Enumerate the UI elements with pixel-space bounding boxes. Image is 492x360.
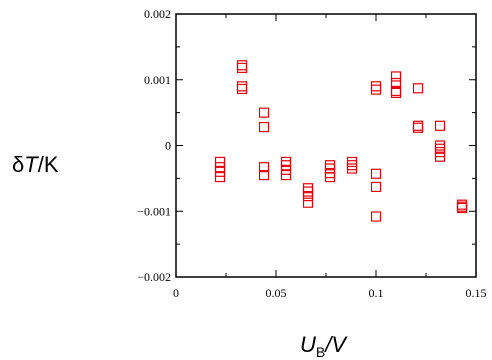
data-point (324, 171, 336, 183)
data-point (370, 211, 382, 222)
x-axis-label: UB/V (300, 332, 348, 360)
tick-labels: 0 0.05 0.1 0.15 0.002 0.001 0 −0.001 −0.002 (137, 7, 486, 300)
data-point (258, 121, 270, 133)
data-point (346, 163, 358, 174)
y-axis-label: δT/K (12, 152, 59, 177)
data-point (280, 169, 292, 181)
y-axis-label-unit: /K (38, 152, 59, 177)
x-tick-label: 0 (173, 286, 179, 300)
data-point (346, 156, 358, 168)
y-axis-label-prefix: δ (12, 152, 24, 177)
y-tick-label: −0.001 (137, 204, 171, 218)
x-tick-label: 0.05 (266, 286, 287, 300)
data-point (236, 60, 248, 71)
y-tick-label: 0 (165, 139, 171, 153)
data-point (214, 166, 226, 177)
data-point (370, 84, 382, 95)
data-point (236, 83, 248, 95)
data-point (456, 199, 468, 210)
data-point (258, 162, 270, 173)
data-point (258, 169, 270, 181)
data-point (412, 83, 424, 94)
data-point (214, 171, 226, 183)
data-point (302, 197, 314, 208)
y-axis-label-var: T (24, 152, 39, 177)
data-point (236, 81, 248, 92)
y-tick-label: 0.002 (144, 7, 171, 21)
data-point (390, 71, 402, 82)
x-axis-label-unit: /V (323, 332, 348, 357)
data-point (346, 160, 358, 171)
data-point (434, 120, 446, 131)
data-point (280, 164, 292, 175)
data-point (258, 107, 270, 118)
x-tick-label: 0.15 (466, 286, 487, 300)
data-point (214, 156, 226, 168)
data-point (412, 120, 424, 131)
data-point (434, 140, 446, 151)
x-axis-label-var: U (300, 332, 316, 357)
y-tick-label: −0.002 (137, 270, 171, 284)
x-axis-label-subscript: B (316, 344, 325, 360)
x-tick-label: 0.1 (369, 286, 384, 300)
y-tick-label: 0.001 (144, 73, 171, 87)
data-point (390, 77, 402, 89)
data-point (412, 122, 424, 133)
data-points (214, 60, 468, 222)
data-point (434, 151, 446, 162)
data-point (370, 181, 382, 193)
data-point (302, 191, 314, 202)
data-point (370, 168, 382, 179)
data-point (236, 62, 248, 74)
data-point (390, 87, 402, 99)
data-point (370, 81, 382, 92)
axes (175, 13, 477, 278)
plot-frame (175, 13, 477, 278)
tick-marks (175, 13, 477, 278)
data-point (456, 202, 468, 214)
